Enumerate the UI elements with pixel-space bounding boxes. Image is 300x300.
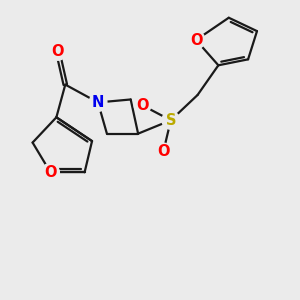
Circle shape [162,111,180,129]
Text: O: O [190,32,202,47]
Text: O: O [52,44,64,59]
Text: O: O [157,144,170,159]
Text: O: O [44,165,57,180]
Circle shape [89,94,107,111]
Circle shape [50,44,66,60]
Circle shape [155,143,172,160]
Circle shape [134,97,151,114]
Text: S: S [166,113,176,128]
Text: O: O [136,98,149,113]
Circle shape [41,164,59,181]
Circle shape [187,31,205,49]
Text: N: N [92,95,104,110]
